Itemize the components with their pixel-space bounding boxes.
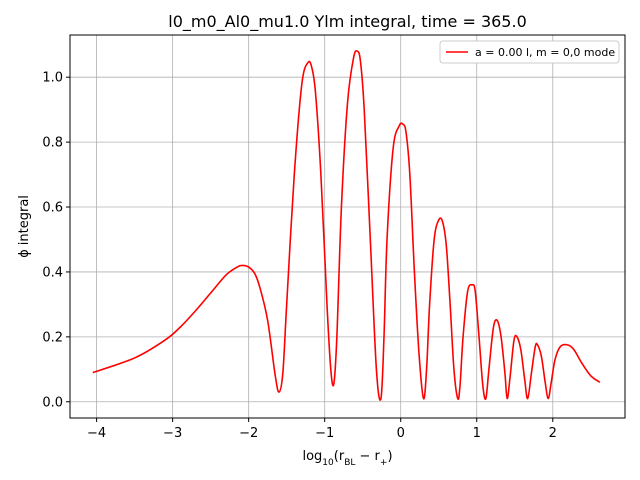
plot-frame: [69, 34, 626, 419]
x-axis-label: log10(rBL − r+): [302, 449, 392, 468]
axis-ticks: −4 −3 −2 −1 0 1 2 0.0 0.2 0.4 0.6 0.8 1.0: [42, 71, 557, 441]
legend: a = 0.00 l, m = 0,0 mode: [439, 40, 620, 64]
x-tick-label: −4: [87, 426, 106, 441]
y-tick-label: 0.8: [42, 136, 63, 151]
x-tick-label: −2: [239, 426, 258, 441]
x-tick-label: −3: [163, 426, 182, 441]
legend-label: a = 0.00 l, m = 0,0 mode: [475, 46, 615, 59]
series-line: [92, 49, 601, 401]
y-tick-label: 1.0: [42, 71, 63, 86]
y-tick-label: 0.2: [42, 330, 63, 345]
x-tick-label: 0: [397, 426, 405, 441]
y-tick-label: 0.6: [42, 201, 63, 216]
y-tick-label: 0.4: [42, 265, 63, 280]
y-axis-label: ϕ integral: [17, 195, 32, 258]
plot-series: [92, 49, 601, 401]
grid: [70, 35, 625, 418]
x-tick-label: 2: [549, 426, 557, 441]
legend-box: [439, 40, 620, 64]
x-tick-label: −1: [315, 426, 334, 441]
chart-title: l0_m0_Al0_mu1.0 Ylm integral, time = 365…: [168, 12, 527, 32]
x-tick-label: 1: [473, 426, 481, 441]
y-tick-label: 0.0: [42, 395, 63, 410]
